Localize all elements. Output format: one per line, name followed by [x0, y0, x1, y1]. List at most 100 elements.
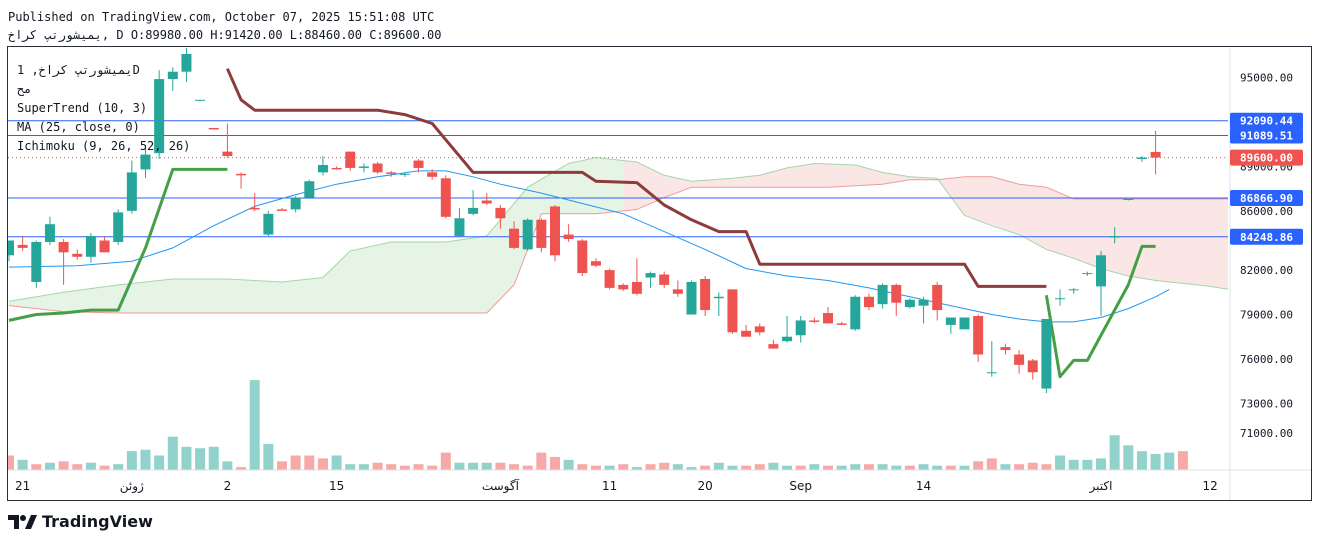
supertrend-down-segment [226, 68, 1047, 288]
candle-down [222, 151, 233, 157]
candle-up [782, 336, 793, 342]
level-label-1-bg [1230, 127, 1303, 144]
price-tick-label: 82000.00 [1240, 264, 1293, 277]
candle-up [1136, 157, 1147, 160]
volume-bar [986, 458, 997, 470]
volume-bar [345, 464, 356, 470]
volume-bar [413, 464, 424, 470]
candle-up [1041, 318, 1052, 389]
candle-up [877, 284, 888, 305]
volume-bar [563, 459, 574, 470]
volume-bar [195, 448, 206, 470]
legend-symbol-sub: مح [17, 82, 32, 96]
candle-down [1027, 360, 1038, 373]
volume-bar [140, 449, 151, 470]
volume-bar [645, 464, 656, 470]
volume-bar [1082, 459, 1093, 470]
candle-up [1082, 273, 1093, 275]
volume-bar [754, 464, 765, 470]
volume-bar [1177, 451, 1188, 470]
level-label-3: 84248.86 [1240, 231, 1293, 244]
volume-bar [1096, 458, 1106, 470]
candle-down [509, 228, 520, 248]
tradingview-logo[interactable]: TradingView [8, 512, 153, 531]
volume-bar [795, 465, 806, 470]
volume-bar [700, 465, 711, 470]
volume-bar [713, 462, 724, 470]
level-label-1: 91089.51 [1240, 130, 1293, 143]
volume-bar [99, 465, 110, 470]
candle-up [645, 273, 656, 278]
candle-up [945, 317, 956, 325]
candle-up [140, 154, 151, 170]
candle-up [959, 317, 970, 330]
legend-ichimoku[interactable]: Ichimoku (9, 26, 52, 26) [17, 139, 191, 153]
price-tick-label: 71000.00 [1240, 427, 1293, 440]
candle-up [918, 299, 929, 306]
candle-down [631, 281, 642, 294]
ichimoku-cloud-bullish [9, 157, 624, 313]
volume-bar [481, 462, 492, 470]
time-tick-label: 2 [224, 479, 232, 493]
volume-bar [154, 455, 165, 470]
volume-bar [8, 455, 14, 470]
volume-bar [85, 462, 96, 470]
volume-bar [782, 465, 793, 470]
supertrend-up-segment [8, 167, 228, 322]
candle-down [536, 219, 547, 248]
volume-bar [304, 455, 315, 470]
legend-supertrend[interactable]: SuperTrend (10, 3) [17, 101, 148, 115]
legend-ma[interactable]: MA (25, close, 0) [17, 120, 140, 134]
volume-bar [932, 465, 943, 470]
candle-down [345, 151, 356, 168]
candle-down [754, 326, 765, 333]
candle-down [481, 200, 492, 204]
volume-bar [58, 461, 69, 470]
volume-bar [631, 467, 642, 470]
candle-up [85, 236, 96, 257]
candle-down [99, 240, 110, 253]
candle-down [659, 274, 670, 285]
volume-bar [1109, 435, 1120, 470]
volume-bar [277, 461, 287, 470]
level-label-3-bg [1230, 228, 1303, 245]
ichimoku-cloud-bearish [623, 160, 1228, 290]
candle-up [8, 240, 14, 256]
volume-bar [181, 446, 192, 470]
price-tick-label: 95000.00 [1240, 72, 1293, 85]
candle-down [550, 206, 560, 256]
volume-bar [1150, 454, 1161, 470]
candle-down [563, 234, 574, 240]
candle-up [686, 281, 697, 315]
candle-down [427, 172, 438, 177]
volume-bar [386, 464, 397, 470]
candle-up [290, 197, 301, 210]
volume-bar [440, 452, 451, 470]
candle-down [891, 284, 902, 303]
last-price-label-bg [1230, 149, 1303, 166]
candle-down [973, 316, 984, 355]
volume-bar [1068, 459, 1079, 470]
volume-bar [891, 465, 902, 470]
volume-bar [290, 455, 301, 470]
time-tick-label: آگوست [482, 478, 520, 494]
candle-up [850, 296, 861, 330]
volume-bar [727, 465, 738, 470]
volume-bar [399, 465, 410, 470]
price-tick-label: 76000.00 [1240, 353, 1293, 366]
candle-down [1000, 347, 1011, 351]
candle-up [1096, 255, 1106, 287]
volume-bar [372, 462, 383, 470]
candle-up [113, 212, 124, 242]
volume-bar [126, 451, 137, 470]
volume-bar [167, 436, 178, 470]
time-tick-label: ژوئن [120, 479, 144, 494]
chart-frame[interactable] [7, 46, 1312, 501]
legend-symbol[interactable]: يمیشورتپ کراخ, 1D [17, 63, 140, 77]
brand-name: TradingView [42, 512, 153, 531]
chart-header: Published on TradingView.com, October 07… [8, 8, 441, 44]
candle-down [495, 207, 506, 219]
candle-down [1014, 354, 1025, 365]
volume-bar [1000, 464, 1011, 470]
